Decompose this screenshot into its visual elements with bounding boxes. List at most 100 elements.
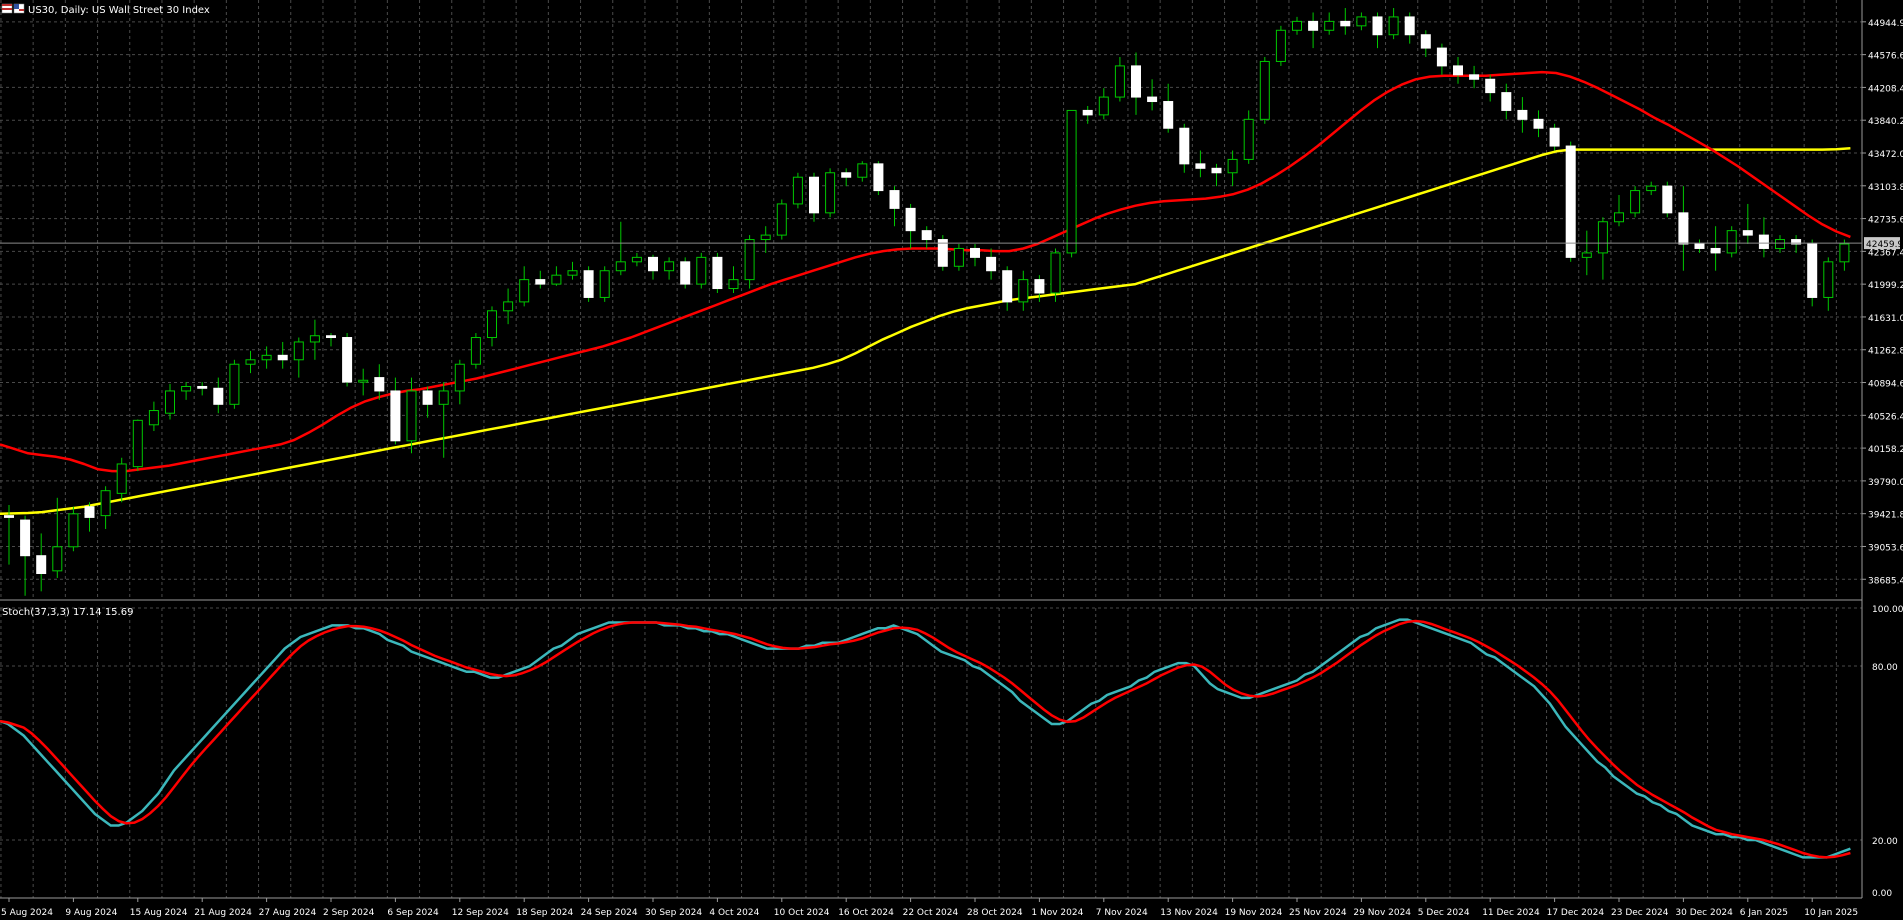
candle-bear [213,387,224,405]
candle-bear [422,390,433,405]
time-tick-label: 19 Nov 2024 [1225,908,1283,918]
candle-bull [309,335,320,343]
price-tick-label: 43472.0 [1868,150,1903,160]
current-price-label: 42459.9 [1866,240,1903,250]
stoch-signal-line [0,619,1851,859]
candle-bear [1807,243,1818,298]
moving-average-lines [0,70,1851,516]
time-tick-label: 21 Aug 2024 [194,908,252,918]
time-tick-label: 15 Aug 2024 [130,908,188,918]
time-tick-label: 7 Nov 2024 [1096,908,1148,918]
candlestick-series [0,8,1862,596]
candle-bull [1726,230,1737,254]
stoch-grid [0,607,1862,899]
stochastic-caption: Stoch(37,3,3) 17.14 15.69 [2,607,133,618]
candle-bear [84,506,95,518]
stochastic-axis[interactable]: 100.00 80.00 20.00 0.00 [1872,605,1903,899]
time-axis[interactable]: 5 Aug 2024 9 Aug 2024 15 Aug 2024 21 Aug 20… [1,898,1858,918]
current-price-tag [1864,237,1900,250]
candle-bear [1501,92,1512,111]
candle-bear [1131,65,1141,98]
time-tick-label: 13 Nov 2024 [1160,908,1218,918]
price-tick-label: 44208.4 [1868,84,1903,94]
candle-bear [809,176,819,214]
candle-bear [873,163,884,192]
time-tick-label: 16 Oct 2024 [838,908,894,918]
candle-bear [712,256,723,290]
candle-bull [776,203,787,236]
stoch-tick-label: 20.00 [1872,837,1898,847]
candle-bear [1436,47,1447,67]
candle-bull [744,239,755,281]
candle-bear [970,247,980,258]
price-axis[interactable]: 44944.9 44576.6 44208.4 43840.2 43472.0 43103… [1862,19,1903,586]
price-tick-label: 44576.6 [1868,52,1903,62]
time-tick-label: 25 Nov 2024 [1289,908,1347,918]
time-tick-label: 6 Sep 2024 [387,908,439,918]
candle-bull [1597,221,1608,254]
price-tick-label: 39421.8 [1868,511,1903,521]
time-tick-label: 29 Nov 2024 [1353,908,1411,918]
time-tick-label: 27 Aug 2024 [259,908,317,918]
candle-bear [1308,20,1319,31]
candle-bear [1002,270,1013,303]
candle-bear [937,239,948,267]
price-tick-label: 38685.4 [1868,576,1903,586]
candle-bull [1259,60,1270,120]
candle-bear [1678,212,1689,245]
candle-bear [1195,163,1206,169]
candle-bull [664,261,675,272]
time-tick-label: 30 Dec 2024 [1675,908,1733,918]
candle-bear [889,190,900,209]
time-tick-label: 2 Sep 2024 [323,908,375,918]
candle-bull [1775,239,1785,249]
candle-bear [841,172,852,178]
price-tick-label: 39790.0 [1868,478,1903,488]
candle-bull [181,385,192,392]
candle-bull [116,463,127,494]
candle-bear [648,256,658,272]
time-tick-label: 18 Sep 2024 [516,908,573,918]
candle-bull [487,310,497,339]
time-tick-label: 10 Oct 2024 [774,908,830,918]
time-tick-label: 11 Dec 2024 [1482,908,1540,918]
candle-bear [680,261,691,285]
candle-bull [1227,158,1238,174]
candle-bear [1791,239,1802,245]
candle-bear [1533,118,1544,129]
candle-bear [197,385,208,389]
candle-bull [1275,29,1286,62]
candle-bear [1420,34,1431,49]
time-tick-label: 28 Oct 2024 [967,908,1023,918]
candle-bear [1453,65,1463,76]
candle-bear [374,377,385,392]
price-tick-label: 40526.4 [1868,412,1903,422]
candle-bull [519,279,530,303]
symbol-header: US30, Daily: US Wall Street 30 Index [1,3,210,16]
candle-bull [1243,118,1254,160]
candle-bull [953,247,964,267]
candle-bull [1646,185,1657,192]
stoch-tick-label: 100.00 [1872,605,1903,615]
candle-bear [1549,127,1560,147]
candle-bear [1565,145,1576,258]
candle-bear [1211,167,1222,174]
candle-bear [535,279,546,285]
price-tick-label: 40158.2 [1868,445,1903,455]
candle-bull [1114,65,1125,98]
symbol-caption: US30, Daily: US Wall Street 30 Index [28,5,210,16]
time-tick-label: 10 Jan 2025 [1804,908,1858,918]
candle-bull [760,234,771,241]
time-tick-label: 9 Aug 2024 [65,908,117,918]
candle-bull [1356,16,1367,27]
price-tick-label: 41631.0 [1868,314,1903,324]
candle-bull [1823,261,1834,298]
candle-bear [1034,279,1045,294]
candle-bull [358,379,369,383]
candle-bear [986,256,997,272]
main-grid [0,0,1862,598]
candle-bull [1292,20,1302,31]
candle-bull [1581,252,1592,258]
time-tick-label: 5 Dec 2024 [1418,908,1470,918]
